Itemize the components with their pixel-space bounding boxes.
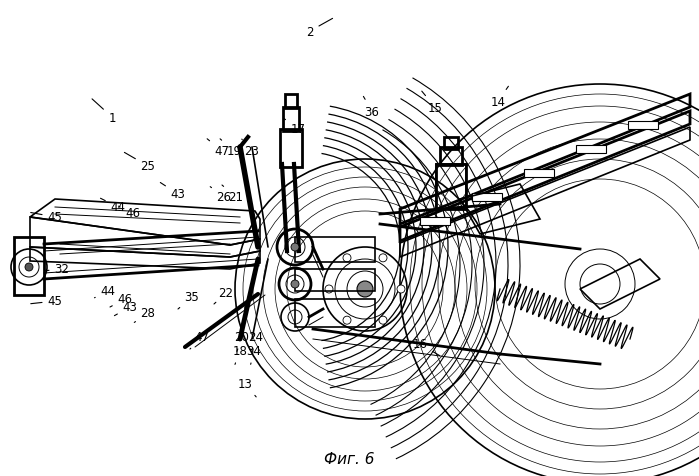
- Bar: [576, 146, 606, 154]
- Text: 47: 47: [207, 139, 229, 158]
- Text: 28: 28: [134, 307, 155, 323]
- Text: 16: 16: [412, 338, 440, 356]
- Text: 24: 24: [249, 331, 264, 352]
- Circle shape: [291, 244, 299, 251]
- Circle shape: [357, 281, 373, 298]
- Text: 45: 45: [31, 295, 62, 308]
- Text: 46: 46: [119, 207, 140, 220]
- Circle shape: [379, 254, 387, 262]
- Text: 22: 22: [214, 287, 233, 304]
- Bar: [420, 218, 450, 226]
- Bar: [436, 165, 466, 209]
- Circle shape: [379, 317, 387, 325]
- Text: 19: 19: [220, 139, 241, 158]
- Text: 45: 45: [31, 211, 62, 224]
- Circle shape: [343, 254, 351, 262]
- Text: 23: 23: [242, 140, 259, 158]
- Text: 20: 20: [235, 331, 250, 352]
- Circle shape: [25, 263, 33, 271]
- Text: 36: 36: [363, 97, 380, 118]
- Bar: [524, 169, 554, 178]
- Text: 26: 26: [210, 187, 231, 204]
- Bar: [285, 95, 297, 109]
- Text: 25: 25: [124, 153, 155, 173]
- Text: Фиг. 6: Фиг. 6: [324, 452, 375, 466]
- Text: 15: 15: [421, 92, 442, 114]
- Text: 14: 14: [491, 87, 508, 108]
- Text: 2: 2: [306, 20, 333, 39]
- Text: 32: 32: [45, 263, 69, 276]
- Circle shape: [325, 286, 333, 293]
- Circle shape: [343, 317, 351, 325]
- Bar: [472, 194, 502, 201]
- Text: 44: 44: [101, 199, 126, 214]
- Bar: [628, 122, 658, 130]
- Bar: [444, 138, 458, 149]
- Text: 13: 13: [238, 378, 256, 397]
- Text: 43: 43: [160, 183, 185, 201]
- Bar: [295, 269, 375, 291]
- Text: 44: 44: [94, 285, 115, 298]
- Text: 47: 47: [190, 331, 210, 349]
- Text: 35: 35: [178, 291, 199, 309]
- Bar: [283, 108, 299, 132]
- Text: 1: 1: [92, 99, 116, 124]
- Circle shape: [397, 286, 405, 293]
- Bar: [280, 130, 302, 168]
- Text: 21: 21: [222, 186, 243, 204]
- Text: 46: 46: [110, 293, 133, 307]
- Text: 34: 34: [247, 345, 261, 365]
- Bar: [440, 148, 462, 166]
- Circle shape: [291, 280, 299, 288]
- Bar: [14, 238, 44, 296]
- Text: 18: 18: [233, 345, 247, 365]
- Bar: [295, 299, 375, 327]
- Text: 17: 17: [284, 119, 305, 136]
- Bar: [295, 238, 375, 262]
- Text: 43: 43: [115, 301, 138, 316]
